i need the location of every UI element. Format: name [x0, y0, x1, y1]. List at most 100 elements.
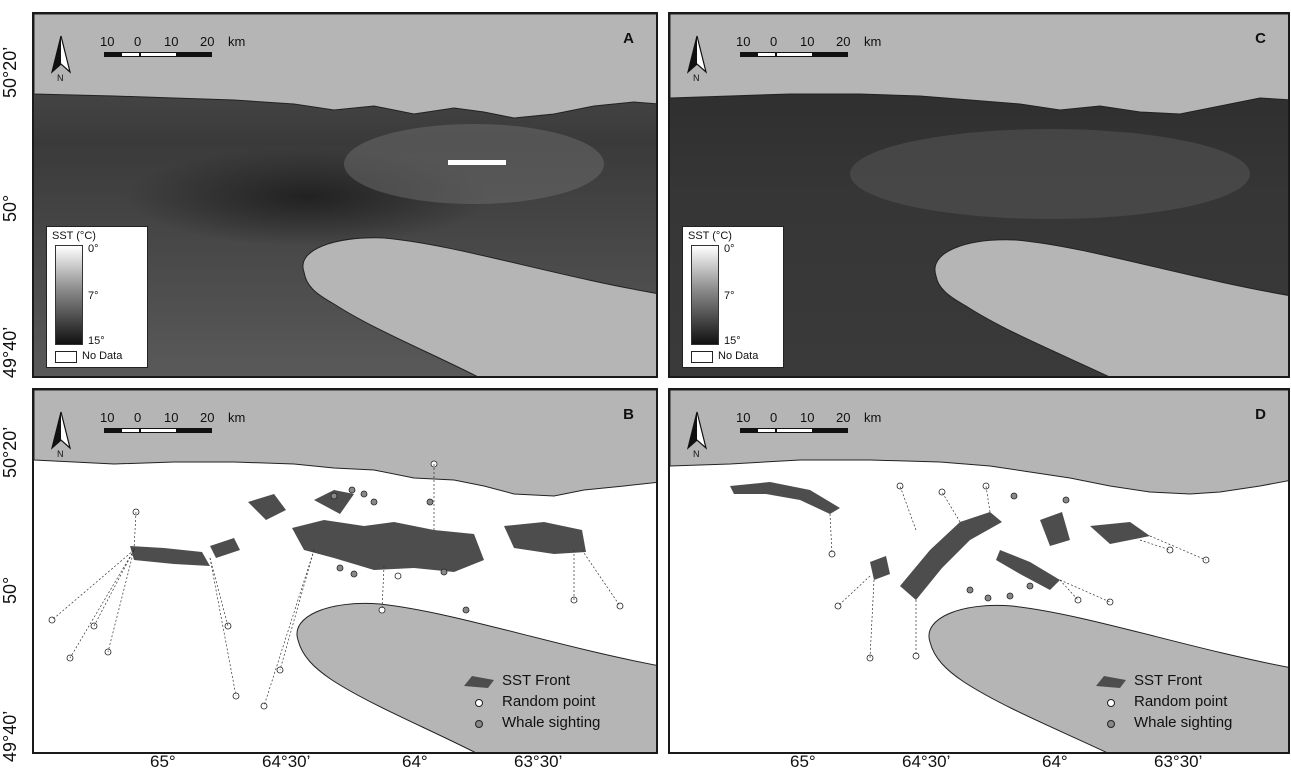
scale-bar: 10 0 10 20 km	[100, 410, 280, 440]
scale-label-10a: 10	[736, 410, 751, 425]
scale-segment	[104, 428, 140, 433]
lat-label-50: 50°	[0, 194, 20, 222]
sst-legend-title: SST (°C)	[688, 230, 732, 242]
scale-unit: km	[228, 34, 246, 49]
lon-label-65: 65°	[150, 752, 176, 771]
random-point-icon	[1107, 699, 1115, 707]
scale-label-10b: 10	[800, 34, 815, 49]
scale-segment	[140, 428, 212, 433]
scale-segment	[776, 52, 848, 57]
north-arrow-icon	[50, 34, 72, 74]
sst-tick-0: 0°	[724, 243, 735, 255]
whale-sighting-points	[966, 492, 1070, 602]
map-panel-a: N 10 0 10 20 km A SST (°C) 0° 7° 15° No …	[32, 12, 658, 378]
sst-color-ramp	[55, 245, 83, 345]
legend-whale-label: Whale sighting	[1134, 714, 1233, 731]
north-shore-land	[670, 14, 1288, 115]
scale-label-10b: 10	[164, 410, 179, 425]
scale-label-0: 0	[770, 34, 778, 49]
sst-tick-7: 7°	[724, 290, 735, 302]
lon-label-64-30-r: 64°30’	[902, 752, 951, 771]
sst-legend: SST (°C) 0° 7° 15° No Data	[46, 226, 148, 368]
random-points	[48, 460, 624, 710]
sst-tick-15: 15°	[724, 335, 741, 347]
island-anticosti	[302, 237, 656, 376]
legend-front-label: SST Front	[1134, 672, 1203, 689]
lat-label-49-40: 49°40’	[0, 326, 20, 378]
north-label: N	[57, 73, 64, 83]
scale-bar: 10 0 10 20 km	[736, 410, 916, 440]
lon-label-65-r: 65°	[790, 752, 816, 771]
legend-whale-label: Whale sighting	[502, 714, 601, 731]
cool-water-patch	[850, 129, 1250, 219]
legend-row-front: SST Front	[462, 672, 642, 690]
lat-label-49-40-b: 49°40’	[0, 710, 20, 762]
random-points	[828, 482, 1210, 662]
connector-lines	[829, 485, 1207, 659]
north-label: N	[57, 449, 64, 459]
no-data-swatch	[55, 351, 77, 363]
map-panel-c: N 10 0 10 20 km C SST (°C) 0° 7° 15° No …	[668, 12, 1290, 378]
lon-label-64: 64°	[402, 752, 428, 771]
random-point-icon	[475, 699, 483, 707]
legend-random-label: Random point	[502, 693, 596, 710]
north-shore-land	[34, 14, 656, 119]
sst-legend: SST (°C) 0° 7° 15° No Data	[682, 226, 784, 368]
scale-label-20: 20	[836, 410, 851, 425]
scale-segment	[776, 428, 848, 433]
scale-label-10a: 10	[736, 34, 751, 49]
front-legend: SST Front Random point Whale sighting	[1094, 672, 1274, 738]
legend-row-random: Random point	[1094, 693, 1274, 711]
scale-label-20: 20	[200, 410, 215, 425]
whale-sighting-points	[330, 486, 470, 614]
panel-label-a: A	[623, 30, 634, 47]
lat-label-50-b: 50°	[0, 576, 20, 604]
legend-front-label: SST Front	[502, 672, 571, 689]
sst-legend-title: SST (°C)	[52, 230, 96, 242]
scale-unit: km	[864, 410, 882, 425]
scale-label-10a: 10	[100, 410, 115, 425]
scale-segment	[740, 52, 776, 57]
sst-color-ramp	[691, 245, 719, 345]
scale-label-0: 0	[134, 34, 142, 49]
legend-row-whale: Whale sighting	[1094, 714, 1274, 732]
sst-tick-7: 7°	[88, 290, 99, 302]
north-label: N	[693, 73, 700, 83]
scale-bar: 10 0 10 20 km	[100, 34, 280, 64]
north-arrow-icon	[686, 34, 708, 74]
panel-label-c: C	[1255, 30, 1266, 47]
scale-label-10a: 10	[100, 34, 115, 49]
north-arrow-icon	[686, 410, 708, 450]
north-label: N	[693, 449, 700, 459]
lon-label-63-30-r: 63°30’	[1154, 752, 1203, 771]
scale-unit: km	[228, 410, 246, 425]
legend-random-label: Random point	[1134, 693, 1228, 710]
scale-unit: km	[864, 34, 882, 49]
whale-point-icon	[475, 720, 483, 728]
map-panel-b: N 10 0 10 20 km B SST Front Random point…	[32, 388, 658, 754]
lon-label-63-30: 63°30’	[514, 752, 563, 771]
lat-label-50-20-b: 50°20’	[0, 426, 20, 478]
no-data-label: No Data	[82, 350, 123, 362]
connector-lines	[51, 464, 621, 707]
no-data-label: No Data	[718, 350, 759, 362]
sst-front-polygons	[130, 490, 586, 572]
no-data-swatch	[691, 351, 713, 363]
scale-label-0: 0	[134, 410, 142, 425]
sst-tick-15: 15°	[88, 335, 105, 347]
sst-front-polygons	[730, 482, 1150, 600]
panel-label-b: B	[623, 406, 634, 423]
scale-label-10b: 10	[164, 34, 179, 49]
lon-label-64-30: 64°30’	[262, 752, 311, 771]
scale-label-0: 0	[770, 410, 778, 425]
lon-label-64-r: 64°	[1042, 752, 1068, 771]
scale-label-10b: 10	[800, 410, 815, 425]
north-shore-land	[670, 390, 1288, 495]
scale-segment	[104, 52, 140, 57]
whale-point-icon	[1107, 720, 1115, 728]
front-map-d	[670, 390, 1288, 752]
map-panel-d: N 10 0 10 20 km D SST Front Random point…	[668, 388, 1290, 754]
no-data-pixels	[448, 160, 506, 165]
front-swatch-icon	[1096, 676, 1126, 688]
scale-label-20: 20	[836, 34, 851, 49]
